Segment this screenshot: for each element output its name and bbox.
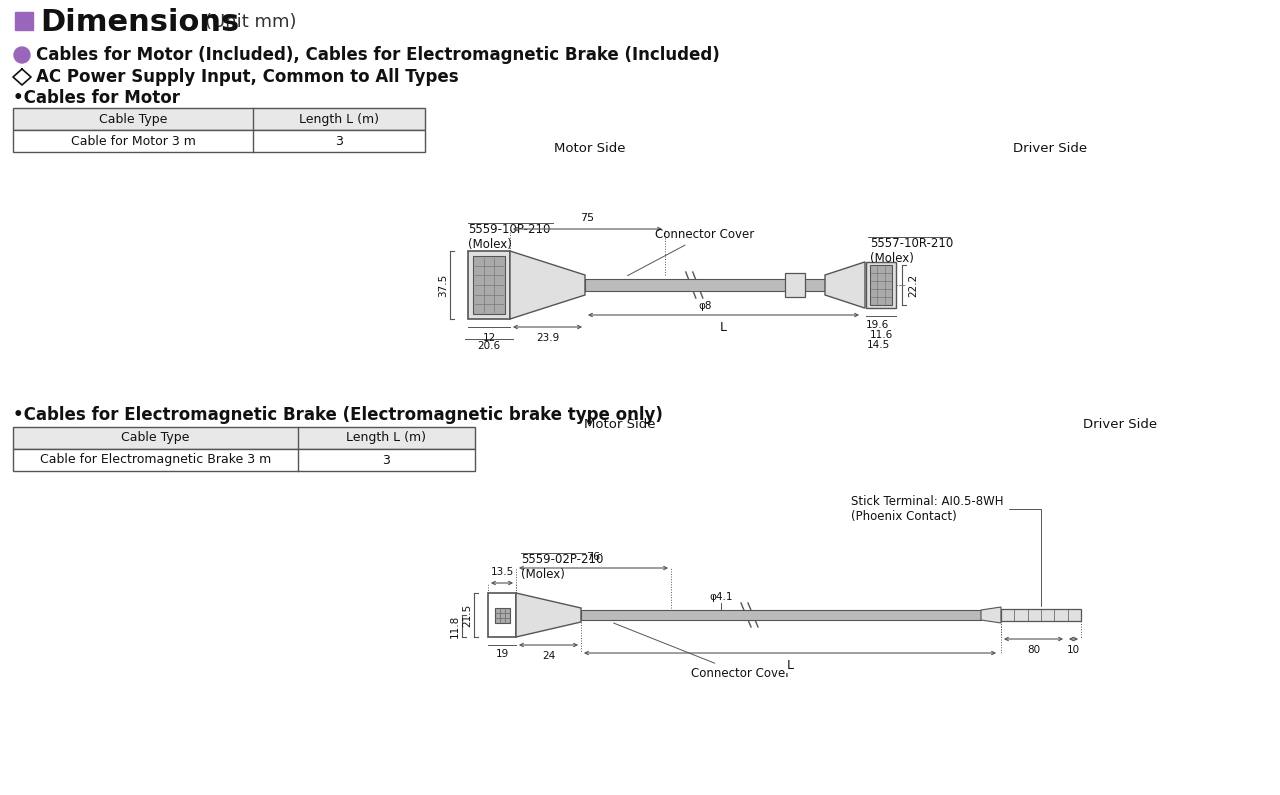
Text: Cable Type: Cable Type <box>122 432 189 444</box>
Text: 30: 30 <box>520 278 530 292</box>
Bar <box>494 607 509 622</box>
Text: Length L (m): Length L (m) <box>300 113 379 126</box>
Text: •Cables for Electromagnetic Brake (Electromagnetic brake type only): •Cables for Electromagnetic Brake (Elect… <box>13 406 663 424</box>
Text: 3: 3 <box>383 453 390 467</box>
Text: Cables for Motor (Included), Cables for Electromagnetic Brake (Included): Cables for Motor (Included), Cables for … <box>36 46 719 64</box>
Text: 75: 75 <box>580 213 595 223</box>
Text: 13.5: 13.5 <box>490 567 513 577</box>
Bar <box>13 427 475 449</box>
Bar <box>585 279 826 291</box>
Text: Stick Terminal: AI0.5-8WH
(Phoenix Contact): Stick Terminal: AI0.5-8WH (Phoenix Conta… <box>851 495 1041 607</box>
Text: Connector Cover: Connector Cover <box>627 228 755 276</box>
Bar <box>13 449 475 471</box>
Text: Driver Side: Driver Side <box>1012 142 1087 154</box>
Bar <box>870 265 892 305</box>
Text: Length L (m): Length L (m) <box>347 432 426 444</box>
Text: Cable for Motor 3 m: Cable for Motor 3 m <box>70 134 196 148</box>
Text: 37.5: 37.5 <box>438 273 448 297</box>
Text: AC Power Supply Input, Common to All Types: AC Power Supply Input, Common to All Typ… <box>36 68 458 86</box>
Text: 19: 19 <box>495 649 508 659</box>
Text: 5559-10P-210
(Molex): 5559-10P-210 (Molex) <box>468 223 550 251</box>
Polygon shape <box>826 262 865 308</box>
Text: 5559-02P-210
(Molex): 5559-02P-210 (Molex) <box>521 553 603 581</box>
Text: L: L <box>786 659 794 672</box>
Polygon shape <box>516 593 581 637</box>
Text: 22.2: 22.2 <box>908 273 918 297</box>
Text: 3: 3 <box>335 134 343 148</box>
Text: Cable for Electromagnetic Brake 3 m: Cable for Electromagnetic Brake 3 m <box>40 453 271 467</box>
Text: 80: 80 <box>1027 645 1041 655</box>
Bar <box>15 12 33 30</box>
Bar <box>13 108 425 130</box>
Text: 24: 24 <box>541 651 556 661</box>
Circle shape <box>14 47 29 63</box>
Text: Motor Side: Motor Side <box>584 418 655 432</box>
Text: Driver Side: Driver Side <box>1083 418 1157 432</box>
Text: Motor Side: Motor Side <box>554 142 626 154</box>
Text: 11.8: 11.8 <box>451 615 460 638</box>
Bar <box>13 130 425 152</box>
Bar <box>785 273 805 297</box>
Text: 23.9: 23.9 <box>536 333 559 343</box>
Text: (Unit mm): (Unit mm) <box>205 13 297 31</box>
Text: 21.5: 21.5 <box>462 603 472 626</box>
Bar <box>468 251 509 319</box>
Bar <box>474 256 506 314</box>
Text: 5557-10R-210
(Molex): 5557-10R-210 (Molex) <box>870 237 954 265</box>
Polygon shape <box>509 251 585 319</box>
Text: φ4.1: φ4.1 <box>709 592 732 602</box>
Text: 10: 10 <box>1068 645 1080 655</box>
Polygon shape <box>13 69 31 85</box>
Text: 76: 76 <box>586 552 600 562</box>
Text: Cable Type: Cable Type <box>99 113 168 126</box>
Text: Dimensions: Dimensions <box>40 7 239 37</box>
Text: 12: 12 <box>483 333 495 343</box>
Bar <box>488 593 516 637</box>
Text: 24.3: 24.3 <box>534 273 544 297</box>
Text: 20.6: 20.6 <box>477 341 500 351</box>
Text: φ8: φ8 <box>699 301 712 311</box>
Text: Connector Cover: Connector Cover <box>613 623 790 680</box>
Text: •Cables for Motor: •Cables for Motor <box>13 89 180 107</box>
Bar <box>1001 609 1082 621</box>
Text: 19.6: 19.6 <box>867 320 890 330</box>
Polygon shape <box>980 607 1001 623</box>
Text: L: L <box>719 321 727 334</box>
Bar <box>581 610 980 620</box>
Text: 11.6: 11.6 <box>870 330 893 340</box>
Bar <box>867 262 896 308</box>
Text: 14.5: 14.5 <box>867 340 891 350</box>
